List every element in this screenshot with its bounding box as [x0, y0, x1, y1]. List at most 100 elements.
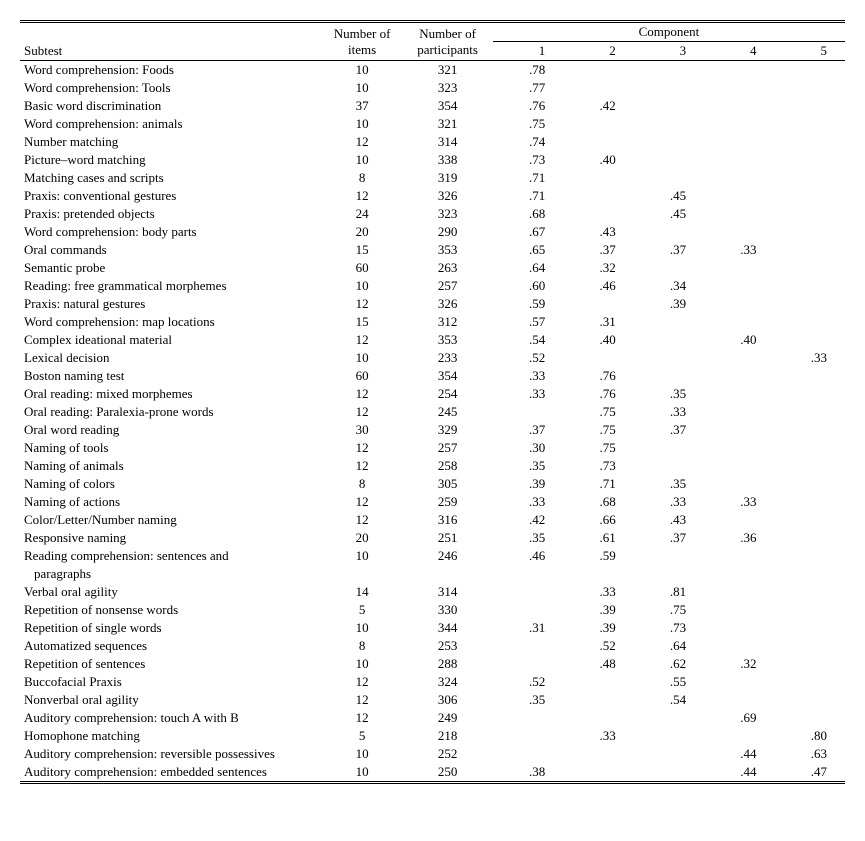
- cell-c5: [775, 169, 845, 187]
- cell-c1: .68: [493, 205, 563, 223]
- cell-c3: .35: [634, 475, 704, 493]
- cell-nitems: 8: [322, 475, 402, 493]
- cell-c5: [775, 457, 845, 475]
- table-body: Word comprehension: Foods10321.78Word co…: [20, 61, 845, 783]
- cell-nparts: 288: [402, 655, 493, 673]
- cell-c3: [634, 259, 704, 277]
- cell-c3: .37: [634, 241, 704, 259]
- cell-nparts: 306: [402, 691, 493, 709]
- cell-c4: [704, 79, 774, 97]
- cell-c4: [704, 403, 774, 421]
- cell-subtest: Complex ideational material: [20, 331, 322, 349]
- cell-nparts: 253: [402, 637, 493, 655]
- cell-subtest: Word comprehension: body parts: [20, 223, 322, 241]
- cell-subtest: Responsive naming: [20, 529, 322, 547]
- cell-c5: [775, 97, 845, 115]
- cell-nparts: 353: [402, 331, 493, 349]
- cell-c2: [563, 205, 633, 223]
- cell-c4: [704, 97, 774, 115]
- cell-c3: [634, 313, 704, 331]
- cell-c4: [704, 547, 774, 565]
- cell-c3: [634, 61, 704, 80]
- cell-c2: [563, 79, 633, 97]
- cell-nitems: 5: [322, 601, 402, 619]
- cell-subtest: Praxis: pretended objects: [20, 205, 322, 223]
- cell-c2: .33: [563, 727, 633, 745]
- cell-c4: [704, 259, 774, 277]
- cell-nparts: 252: [402, 745, 493, 763]
- cell-c3: .34: [634, 277, 704, 295]
- cell-nitems: 10: [322, 277, 402, 295]
- cell-c4: .40: [704, 331, 774, 349]
- cell-c3: .55: [634, 673, 704, 691]
- cell-nitems: 10: [322, 655, 402, 673]
- cell-c1: .52: [493, 673, 563, 691]
- cell-c3: .39: [634, 295, 704, 313]
- cell-c2: [563, 349, 633, 367]
- cell-nparts: 316: [402, 511, 493, 529]
- cell-c4: [704, 115, 774, 133]
- cell-c4: [704, 439, 774, 457]
- cell-subtest: Auditory comprehension: touch A with B: [20, 709, 322, 727]
- cell-c5: [775, 313, 845, 331]
- table-row: Auditory comprehension: touch A with B12…: [20, 709, 845, 727]
- cell-c4: [704, 187, 774, 205]
- cell-c5: .33: [775, 349, 845, 367]
- cell-subtest: Number matching: [20, 133, 322, 151]
- cell-c1: .71: [493, 169, 563, 187]
- cell-c5: [775, 79, 845, 97]
- table-row: Naming of animals12258.35.73: [20, 457, 845, 475]
- cell-subtest: Picture–word matching: [20, 151, 322, 169]
- cell-c5: .63: [775, 745, 845, 763]
- cell-c2: .75: [563, 403, 633, 421]
- cell-nitems: 10: [322, 619, 402, 637]
- cell-c2: .75: [563, 421, 633, 439]
- cell-c3: [634, 709, 704, 727]
- cell-subtest: Homophone matching: [20, 727, 322, 745]
- cell-nparts: 323: [402, 205, 493, 223]
- cell-nparts: 250: [402, 763, 493, 783]
- table-row: Picture–word matching10338.73.40: [20, 151, 845, 169]
- cell-nparts: 319: [402, 169, 493, 187]
- cell-c4: [704, 295, 774, 313]
- cell-c1: .33: [493, 367, 563, 385]
- cell-c5: [775, 367, 845, 385]
- cell-c2: [563, 691, 633, 709]
- cell-c1: .42: [493, 511, 563, 529]
- cell-nitems: 12: [322, 691, 402, 709]
- cell-c5: .80: [775, 727, 845, 745]
- cell-c5: [775, 529, 845, 547]
- cell-nitems: 30: [322, 421, 402, 439]
- cell-subtest: Auditory comprehension: reversible posse…: [20, 745, 322, 763]
- cell-subtest: Naming of animals: [20, 457, 322, 475]
- cell-c3: .37: [634, 421, 704, 439]
- cell-c5: [775, 277, 845, 295]
- cell-c5: [775, 583, 845, 601]
- loadings-table: Subtest Number of items Number of partic…: [20, 20, 845, 784]
- cell-nparts: 257: [402, 277, 493, 295]
- cell-c1: .77: [493, 79, 563, 97]
- cell-c4: [704, 619, 774, 637]
- cell-nitems: 12: [322, 295, 402, 313]
- cell-subtest: Repetition of nonsense words: [20, 601, 322, 619]
- cell-nparts: 263: [402, 259, 493, 277]
- cell-c3: .62: [634, 655, 704, 673]
- cell-c4: [704, 511, 774, 529]
- cell-nparts: 353: [402, 241, 493, 259]
- cell-c1: .33: [493, 493, 563, 511]
- cell-c1: .37: [493, 421, 563, 439]
- cell-subtest: Matching cases and scripts: [20, 169, 322, 187]
- cell-c4: [704, 691, 774, 709]
- cell-c2: .75: [563, 439, 633, 457]
- cell-nparts: 257: [402, 439, 493, 457]
- cell-c4: [704, 349, 774, 367]
- cell-c4: [704, 637, 774, 655]
- cell-c2: .71: [563, 475, 633, 493]
- cell-c1: .35: [493, 691, 563, 709]
- cell-nitems: 12: [322, 709, 402, 727]
- cell-c2: .76: [563, 385, 633, 403]
- cell-nitems: 12: [322, 439, 402, 457]
- cell-c2: [563, 169, 633, 187]
- cell-c1: [493, 601, 563, 619]
- cell-c1: .30: [493, 439, 563, 457]
